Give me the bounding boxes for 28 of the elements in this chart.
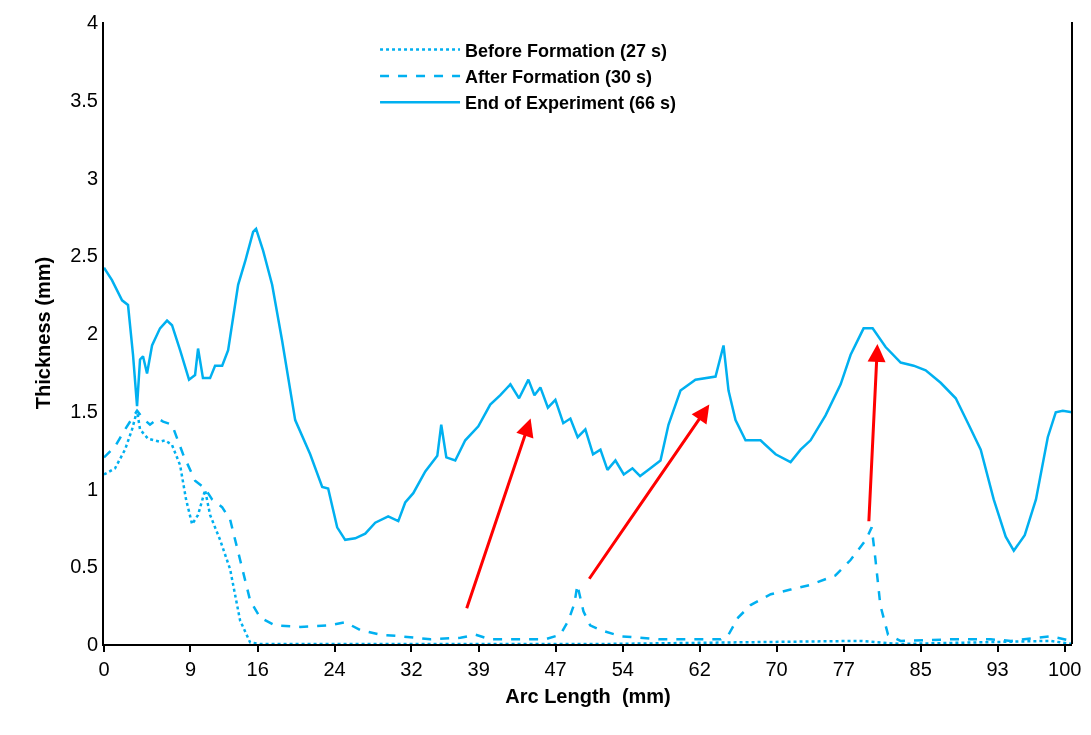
x-tick-label: 62 — [688, 658, 711, 680]
x-tick-label: 47 — [544, 658, 567, 680]
legend-label: After Formation (30 s) — [465, 66, 653, 87]
legend-label: Before Formation (27 s) — [465, 40, 668, 61]
x-tick-label: 24 — [323, 658, 346, 680]
x-tick-label: 85 — [909, 658, 932, 680]
y-tick-label: 3.5 — [70, 88, 98, 111]
x-tick-label: 32 — [400, 658, 423, 680]
x-tick-label: 93 — [986, 658, 1009, 680]
y-tick-label: 0 — [86, 633, 98, 655]
x-tick-label: 77 — [832, 658, 855, 680]
x-tick-label: 100 — [1048, 658, 1082, 680]
y-tick-label: 2.5 — [70, 244, 98, 267]
x-tick-label: 70 — [765, 658, 788, 680]
x-axis-title: Arc Length (mm) — [505, 685, 671, 707]
y-tick-label: 3 — [86, 166, 98, 189]
x-tick-label: 9 — [184, 658, 197, 680]
y-tick-label: 1.5 — [70, 399, 98, 422]
line-series — [104, 227, 1072, 552]
y-tick-label: 2 — [86, 322, 98, 344]
x-tick-label: 39 — [467, 658, 490, 680]
y-tick-label: 1 — [86, 477, 98, 500]
x-tick-label: 54 — [611, 658, 634, 680]
legend-label: End of Experiment (66 s) — [465, 93, 677, 114]
x-tick-label: 16 — [246, 658, 269, 680]
y-axis-title: Thickness (mm) — [32, 256, 55, 410]
y-tick-label: 4 — [86, 11, 98, 33]
y-tick-label: 0.5 — [70, 555, 98, 578]
